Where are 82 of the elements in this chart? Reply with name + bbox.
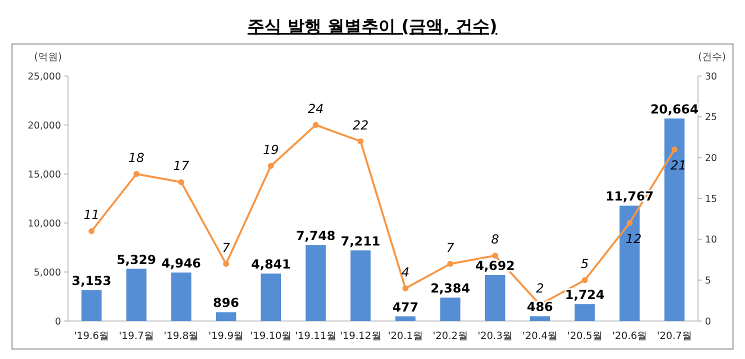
data-label: 24 [308, 101, 324, 116]
data-label: 7 [446, 240, 454, 255]
x-tick-label: '20.3월 [478, 331, 513, 342]
y2-tick-label: 15 [705, 194, 718, 205]
x-tick-label: '20.2월 [432, 331, 468, 342]
data-label: 1,724 [565, 287, 605, 302]
y-tick-label: 0 [54, 316, 61, 328]
x-tick-label: '20.6월 [612, 331, 648, 342]
bar [126, 268, 146, 321]
x-tick-label: '20.1월 [388, 331, 423, 342]
y2-tick-label: 5 [705, 275, 712, 286]
point [133, 171, 140, 177]
x-tick-label: '20.4월 [522, 331, 558, 342]
x-tick-label: '19.7월 [118, 331, 154, 342]
bar [395, 316, 416, 321]
bar [664, 118, 685, 321]
bar [306, 245, 326, 321]
y2-tick-label: 20 [705, 152, 718, 164]
point [626, 220, 633, 226]
bar [620, 206, 640, 321]
data-label: 3,153 [72, 273, 112, 288]
data-label: 19 [262, 142, 279, 157]
data-label: 7,748 [296, 228, 336, 244]
y-tick-label: 20,000 [28, 120, 61, 132]
bar [485, 275, 506, 321]
point [88, 228, 95, 234]
data-label: 4 [401, 264, 410, 280]
bar [260, 274, 281, 321]
point [492, 252, 498, 259]
data-label: 11 [84, 207, 100, 222]
x-tick-label: '20.7월 [656, 331, 692, 342]
x-tick-label: '19.8월 [164, 331, 199, 342]
x-tick-label: '19.12월 [340, 331, 382, 342]
data-label: 5 [580, 256, 589, 272]
point [358, 138, 364, 144]
y-tick-label: 5,000 [34, 267, 61, 278]
data-label: 21 [670, 158, 686, 172]
x-tick-label: '19.11월 [295, 331, 336, 342]
data-label: 7,211 [340, 233, 380, 248]
chart-title: 주식 발행 월별추이 (금액, 건수) [248, 17, 498, 37]
x-tick-label: '20.5월 [567, 331, 602, 342]
point [178, 179, 184, 186]
data-label: 22 [352, 117, 369, 132]
data-label: 7 [222, 240, 230, 255]
y-tick-label: 10,000 [28, 218, 61, 230]
y2-tick-label: 25 [705, 112, 718, 124]
y2-tick-label: 30 [705, 71, 718, 82]
y-tick-label: 15,000 [28, 169, 61, 180]
data-label: 5,329 [116, 252, 156, 267]
point [223, 260, 230, 267]
data-label: 20,664 [650, 101, 699, 116]
bar [440, 298, 460, 321]
x-tick-label: '19.6월 [74, 331, 110, 342]
point [402, 285, 408, 292]
point [447, 260, 454, 267]
point [671, 146, 678, 152]
x-tick-label: '19.10월 [250, 331, 292, 342]
bar [530, 316, 550, 321]
data-label: 2,384 [430, 280, 470, 296]
bar [171, 272, 192, 321]
point [582, 277, 588, 284]
data-label: 896 [213, 295, 240, 310]
data-label: 4,946 [161, 256, 202, 271]
y-tick-label: 25,000 [28, 71, 61, 82]
bar [574, 304, 595, 321]
bar [350, 250, 371, 321]
data-label: 477 [392, 299, 418, 314]
y2-tick-label: 0 [705, 316, 712, 328]
y-axis-title: (억원) [34, 52, 62, 63]
data-label: 2 [536, 280, 544, 296]
data-label: 18 [128, 150, 144, 165]
data-label: 486 [526, 299, 554, 314]
point [268, 162, 274, 169]
x-tick-label: '19.9월 [208, 331, 244, 342]
y2-axis-title: (건수) [698, 52, 726, 63]
data-label: 4,841 [251, 256, 291, 272]
y2-tick-label: 10 [705, 234, 718, 246]
data-label: 17 [173, 158, 190, 174]
bar [81, 290, 102, 321]
bar [216, 312, 236, 321]
point [312, 122, 319, 128]
data-label: 8 [491, 232, 500, 247]
